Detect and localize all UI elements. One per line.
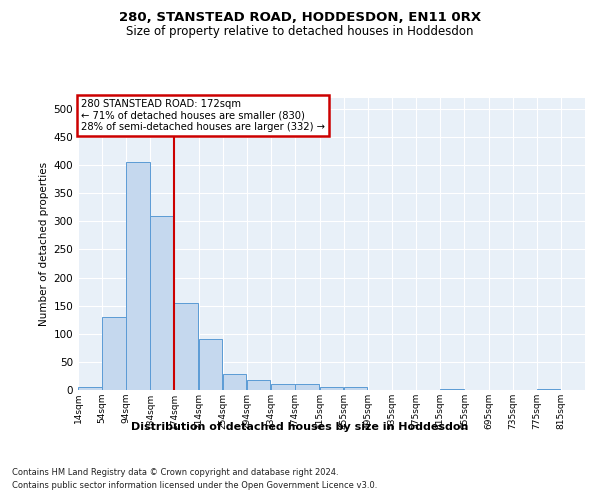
Bar xyxy=(126,162,150,390)
Text: Contains HM Land Registry data © Crown copyright and database right 2024.: Contains HM Land Registry data © Crown c… xyxy=(12,468,338,477)
Bar xyxy=(344,387,367,390)
Bar xyxy=(151,216,174,390)
Bar xyxy=(271,384,295,390)
Bar xyxy=(102,317,126,390)
Text: Size of property relative to detached houses in Hoddesdon: Size of property relative to detached ho… xyxy=(126,24,474,38)
Bar xyxy=(175,303,198,390)
Bar xyxy=(320,387,343,390)
Bar xyxy=(78,387,101,390)
Text: 280, STANSTEAD ROAD, HODDESDON, EN11 0RX: 280, STANSTEAD ROAD, HODDESDON, EN11 0RX xyxy=(119,11,481,24)
Text: Distribution of detached houses by size in Hoddesdon: Distribution of detached houses by size … xyxy=(131,422,469,432)
Bar xyxy=(223,374,247,390)
Text: Contains public sector information licensed under the Open Government Licence v3: Contains public sector information licen… xyxy=(12,482,377,490)
Bar xyxy=(295,384,319,390)
Y-axis label: Number of detached properties: Number of detached properties xyxy=(39,162,49,326)
Bar xyxy=(199,340,222,390)
Bar xyxy=(247,380,271,390)
Text: 280 STANSTEAD ROAD: 172sqm
← 71% of detached houses are smaller (830)
28% of sem: 280 STANSTEAD ROAD: 172sqm ← 71% of deta… xyxy=(80,99,325,132)
